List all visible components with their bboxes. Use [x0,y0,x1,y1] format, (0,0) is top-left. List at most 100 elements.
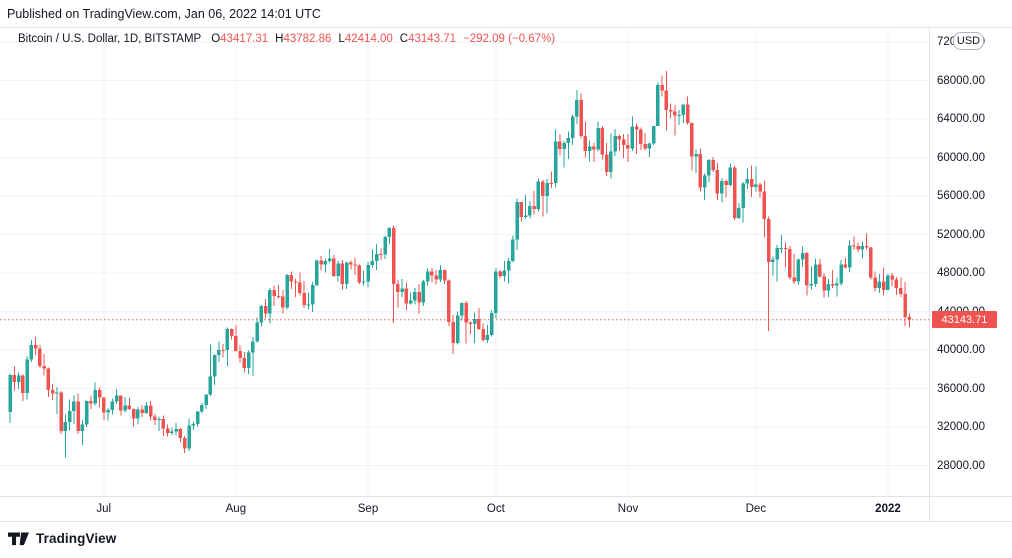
candle-body [562,142,566,150]
candle-body [63,422,68,431]
candle-body [327,258,332,261]
candle-body [153,416,157,420]
candle-body [609,151,613,173]
candle-body [29,344,34,360]
symbol-title[interactable]: Bitcoin / U.S. Dollar, 1D, BITSTAMP [18,33,202,45]
candle-body [822,276,826,291]
candle-body [340,263,345,285]
candle-body [315,260,319,285]
candle-body [532,206,536,209]
candlestick-pane[interactable] [0,27,929,496]
candle-body [263,305,268,314]
candle-body [200,405,204,412]
candle-body [195,411,200,425]
candle-body [754,184,758,187]
candle-body [144,405,149,414]
candle-body [643,144,647,149]
candle-body [344,262,349,285]
price-tick-label: 48000.00 [937,267,985,279]
candle-body [370,261,375,266]
time-axis-border [0,496,1012,497]
candle-body [502,270,507,277]
candle-body [84,401,89,425]
candle-body [881,281,886,291]
candle-body [626,144,630,149]
candle-body [604,154,609,173]
candle-body [707,160,711,176]
candle-body [762,191,767,220]
candle-body [728,167,733,186]
candle-body [779,247,784,249]
change-readout: −292.09 (−0.67%) [463,33,556,45]
candle-body [523,215,528,218]
candle-body [361,281,366,283]
tradingview-logo-text: TradingView [36,531,117,546]
candle-body [50,390,55,394]
candle-body [33,344,38,349]
candle-body [421,281,426,303]
close-readout: C43143.71 [399,33,457,45]
candle-body [59,392,63,431]
candle-body [332,258,336,277]
candle-body [191,424,196,426]
candle-body [442,270,447,281]
candle-body [80,424,85,432]
price-tick-label: 32000.00 [937,421,985,433]
candle-body [229,328,234,336]
candle-body [336,263,340,277]
candle-body [835,283,839,286]
tradingview-logo-icon [8,531,29,545]
candle-body [408,300,413,304]
candle-body [246,352,251,368]
candle-body [404,288,409,304]
candle-body [800,252,805,260]
candle-body [702,175,707,188]
tradingview-logo[interactable]: TradingView [8,531,116,546]
candle-body [438,270,443,280]
candle-body [12,375,17,383]
candle-body [268,289,272,314]
candle-body [174,429,178,432]
last-price-badge: 43143.71 [932,311,997,329]
candle-body [528,206,532,216]
candle-body [847,245,852,268]
candle-body [67,410,72,423]
candle-body [319,260,323,265]
candle-body [788,249,792,278]
candle-body [852,245,856,247]
price-tick-label: 40000.00 [937,344,985,356]
candle-body [417,292,421,303]
candle-body [796,259,801,282]
candle-body [890,275,894,280]
candle-body [630,126,635,149]
candle-body [877,281,882,288]
candle-body [894,279,899,289]
candle-body [8,375,12,412]
candle-body [212,355,217,377]
candle-body [549,182,554,184]
candle-body [715,169,720,194]
candle-body [690,122,694,157]
candle-body [677,115,681,117]
candle-body [558,141,562,150]
price-tick-label: 52000.00 [937,228,985,241]
price-tick-label: 60000.00 [937,151,985,164]
published-line: Published on TradingView.com, Jan 06, 20… [7,6,321,21]
candle-body [587,146,592,151]
candle-body [826,284,831,291]
candle-body [656,84,660,126]
candle-body [489,313,494,336]
currency-toggle-button[interactable]: USD [953,32,984,50]
time-tick-label: Aug [225,503,247,515]
candle-body [119,395,123,411]
candle-body [379,253,383,255]
candle-body [805,252,809,286]
candle-body [434,275,438,280]
candle-body [157,419,161,421]
candle-body [809,283,814,286]
candle-body [97,389,102,398]
candle-body [694,153,698,157]
candle-body [298,282,302,294]
candle-body [391,228,396,284]
candle-body [353,264,357,266]
